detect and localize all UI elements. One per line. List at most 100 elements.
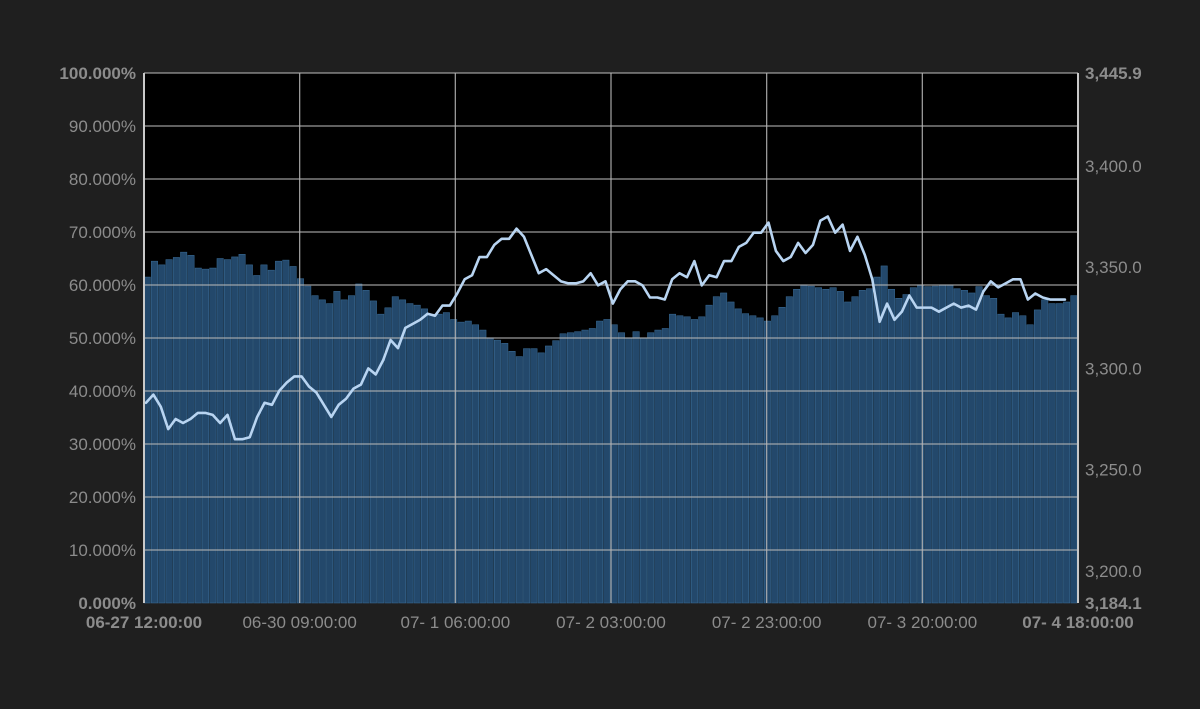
bar xyxy=(749,315,757,604)
bar xyxy=(691,319,698,604)
bar xyxy=(464,320,472,604)
right-axis-tick-label: 3,184.1 xyxy=(1085,594,1142,613)
bar xyxy=(238,254,246,604)
bar xyxy=(829,287,837,604)
bar xyxy=(771,315,779,604)
x-axis-tick-label: 07- 3 20:00:00 xyxy=(868,613,978,632)
left-axis-tick-label: 0.000% xyxy=(78,594,136,613)
grid xyxy=(144,72,1078,603)
bar xyxy=(384,307,392,604)
bar xyxy=(180,251,188,604)
left-axis-tick-label: 30.000% xyxy=(69,435,136,454)
bar xyxy=(508,351,516,604)
bar xyxy=(836,291,844,604)
bar xyxy=(756,317,764,604)
right-axis-ticks: 3,184.1 3,200.0 3,250.0 3,300.0 3,350.0 3,400… xyxy=(1085,64,1142,613)
bar xyxy=(888,288,895,604)
bar xyxy=(610,324,618,604)
bar xyxy=(902,294,910,604)
bar xyxy=(253,275,261,604)
bar xyxy=(815,287,822,604)
bar xyxy=(450,319,458,604)
bar xyxy=(625,337,633,604)
bar xyxy=(793,288,801,604)
bar xyxy=(245,264,253,604)
bar xyxy=(457,321,465,604)
bar xyxy=(742,313,749,604)
bar xyxy=(216,258,224,604)
bar xyxy=(924,286,932,604)
left-axis-tick-label: 60.000% xyxy=(69,276,136,295)
bar xyxy=(763,320,771,604)
bar xyxy=(377,313,385,604)
bar xyxy=(1026,324,1034,604)
bar xyxy=(1070,295,1078,604)
line-series-group xyxy=(144,215,1067,441)
bar xyxy=(172,257,180,604)
bar xyxy=(880,265,888,604)
bar xyxy=(523,348,531,604)
bar xyxy=(391,296,399,604)
bar xyxy=(326,303,334,604)
bar xyxy=(1004,317,1012,604)
right-axis-tick-label: 3,445.9 xyxy=(1085,64,1142,83)
bar xyxy=(1055,303,1063,604)
right-axis-tick-label: 3,250.0 xyxy=(1085,461,1142,480)
bar xyxy=(661,328,669,604)
bar xyxy=(413,304,421,604)
right-axis-tick-label: 3,350.0 xyxy=(1085,258,1142,277)
bar xyxy=(209,267,217,604)
bar xyxy=(333,291,341,604)
bar xyxy=(647,332,655,604)
left-axis-tick-label: 20.000% xyxy=(69,488,136,507)
bar xyxy=(406,303,414,604)
bar xyxy=(340,299,348,604)
bar xyxy=(873,276,881,604)
right-axis-tick-label: 3,400.0 xyxy=(1085,157,1142,176)
x-axis-ticks: 06-27 12:00:00 06-30 09:00:00 07- 1 06:00:… xyxy=(86,613,1134,632)
bar xyxy=(734,308,742,604)
bar xyxy=(267,269,275,604)
bar xyxy=(654,329,662,604)
bar xyxy=(727,301,735,604)
bar xyxy=(639,337,647,604)
bar xyxy=(1033,309,1041,604)
bar xyxy=(442,312,450,604)
bar xyxy=(428,313,436,604)
bar xyxy=(275,260,282,604)
bar xyxy=(581,329,589,604)
bar xyxy=(515,356,523,604)
bar xyxy=(1019,315,1027,604)
bar xyxy=(698,316,706,604)
bar xyxy=(486,337,494,604)
bar xyxy=(975,286,983,604)
bar xyxy=(1012,312,1019,604)
x-axis-tick-label: 07- 2 23:00:00 xyxy=(712,613,822,632)
bar xyxy=(596,320,604,604)
bar xyxy=(260,264,268,604)
bar xyxy=(574,331,582,604)
left-axis-tick-label: 50.000% xyxy=(69,329,136,348)
bar xyxy=(566,332,574,604)
bar xyxy=(961,290,968,604)
bar xyxy=(588,328,596,604)
bar xyxy=(785,296,793,604)
bar xyxy=(318,299,326,604)
left-axis-tick-label: 70.000% xyxy=(69,223,136,242)
bar xyxy=(435,313,443,604)
x-axis-tick-label: 07- 1 06:00:00 xyxy=(401,613,511,632)
bar xyxy=(151,260,158,604)
x-axis-tick-label: 07- 4 18:00:00 xyxy=(1022,613,1134,632)
bar xyxy=(362,290,370,604)
bar xyxy=(165,259,173,604)
bar xyxy=(676,315,684,604)
bar xyxy=(501,343,509,604)
bar xyxy=(778,307,786,604)
x-axis-tick-label: 06-27 12:00:00 xyxy=(86,613,202,632)
x-axis-tick-label: 06-30 09:00:00 xyxy=(242,613,356,632)
bar xyxy=(369,300,377,604)
left-axis-tick-label: 90.000% xyxy=(69,117,136,136)
bar xyxy=(224,259,231,604)
left-axis-tick-label: 10.000% xyxy=(69,541,136,560)
